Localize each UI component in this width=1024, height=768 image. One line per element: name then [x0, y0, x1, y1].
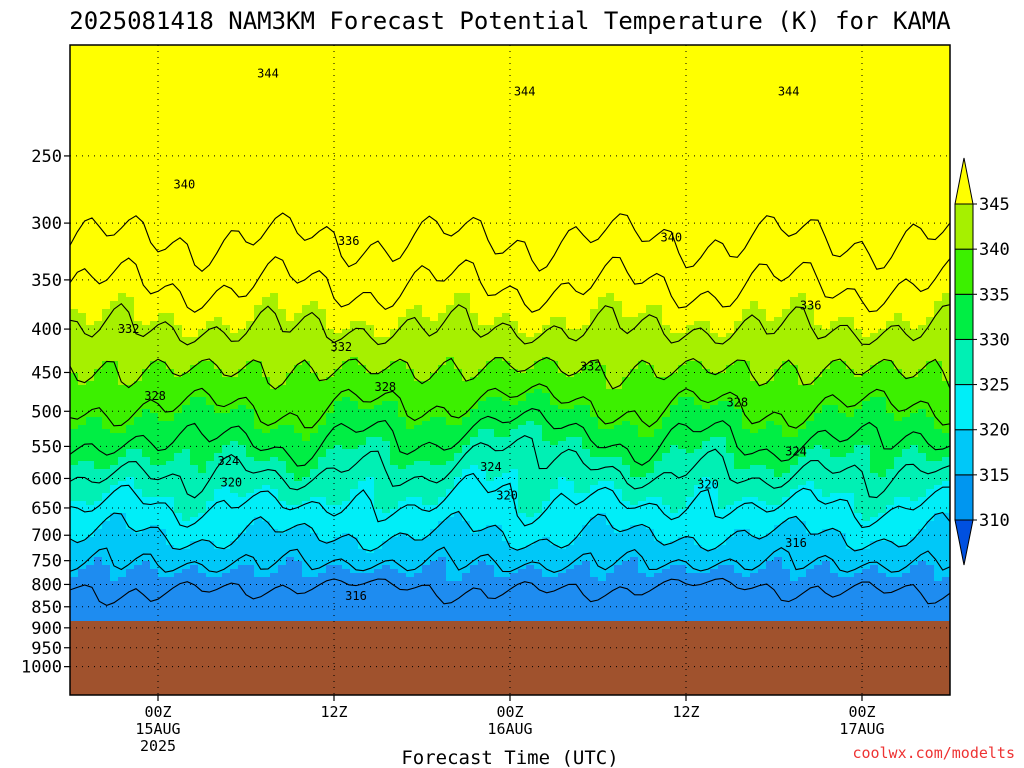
contour-label: 320 [220, 476, 242, 490]
contour-label: 320 [496, 488, 518, 502]
contour-label: 344 [514, 85, 536, 99]
contour-label: 344 [257, 67, 279, 81]
contour-line [70, 577, 950, 607]
x-tick-label: 00Z [848, 703, 875, 721]
y-tick-label: 900 [31, 619, 62, 639]
y-axis: 2503003504004505005506006507007508008509… [21, 147, 70, 678]
colorbar-label: 310 [979, 511, 1010, 531]
y-tick-label: 400 [31, 320, 62, 340]
colorbar-label: 320 [979, 421, 1010, 441]
x-tick-label: 2025 [140, 737, 176, 755]
contour-line [70, 302, 950, 346]
colorbar-segment [954, 203, 974, 250]
contour-line [70, 383, 950, 429]
x-tick-label: 00Z [144, 703, 171, 721]
credit-label: coolwx.com/modelts [852, 744, 1015, 762]
contour-label: 324 [480, 460, 502, 474]
contour-label: 340 [174, 177, 196, 191]
y-tick-label: 950 [31, 639, 62, 659]
colorbar-label: 325 [979, 376, 1010, 396]
colorbar-segment [954, 293, 974, 340]
contour-label: 316 [785, 536, 807, 550]
colorbar-bottom-arrow [954, 519, 974, 566]
contour-label: 328 [726, 395, 748, 409]
grid-lines [70, 45, 950, 695]
contour-line [70, 408, 950, 467]
y-tick-label: 550 [31, 437, 62, 457]
x-axis-label: Forecast Time (UTC) [401, 747, 618, 768]
x-tick-label: 17AUG [839, 720, 884, 738]
y-tick-label: 450 [31, 363, 62, 383]
y-tick-label: 350 [31, 271, 62, 291]
contour-label: 324 [785, 445, 807, 459]
contour-label: 324 [218, 454, 240, 468]
y-tick-label: 500 [31, 402, 62, 422]
y-tick-label: 750 [31, 552, 62, 572]
contour-line [70, 212, 950, 273]
y-tick-label: 300 [31, 214, 62, 234]
x-tick-label: 12Z [320, 703, 347, 721]
colorbar-segment [954, 248, 974, 295]
colorbar-segment [954, 474, 974, 521]
colorbar-segment [954, 384, 974, 431]
y-tick-label: 1000 [21, 658, 62, 678]
contour-label: 316 [345, 589, 367, 603]
colorbar-label: 335 [979, 285, 1010, 305]
colorbar-legend: 310 315 320 325 330 335 340 345 [954, 157, 1010, 566]
contour-label: 336 [338, 234, 360, 248]
contour-line [70, 546, 950, 573]
contour-label: 332 [580, 360, 602, 374]
contour-line [70, 356, 950, 390]
contour-label: 332 [118, 322, 140, 336]
colorbar-label: 345 [979, 195, 1010, 215]
y-tick-label: 850 [31, 598, 62, 618]
y-tick-label: 800 [31, 575, 62, 595]
contour-label: 332 [330, 340, 352, 354]
chart-title: 2025081418 NAM3KM Forecast Potential Tem… [69, 7, 951, 35]
x-tick-label: 15AUG [135, 720, 180, 738]
colorbar-segment [954, 338, 974, 386]
contour-label: 336 [800, 298, 822, 312]
contour-label: 328 [144, 389, 166, 403]
contour-label: 340 [660, 231, 682, 245]
x-tick-label: 12Z [672, 703, 699, 721]
contour-label: 344 [778, 85, 800, 99]
colorbar-label: 330 [979, 330, 1010, 350]
theta-contour-lines [70, 212, 950, 607]
colorbar-label: 340 [979, 240, 1010, 260]
colorbar-label: 315 [979, 466, 1010, 486]
contour-line [70, 510, 950, 552]
contour-labels: 344 344 344 340 340 336 336 332 332 332 328 328 328 3… [118, 67, 822, 603]
x-tick-label: 16AUG [487, 720, 532, 738]
contour-label: 320 [697, 478, 719, 492]
y-tick-label: 700 [31, 526, 62, 546]
colorbar-segment [954, 429, 974, 476]
theta-filled-contours [70, 45, 950, 695]
y-tick-label: 650 [31, 499, 62, 519]
colorbar-top-arrow [954, 157, 974, 205]
contour-label: 328 [374, 380, 396, 394]
y-tick-label: 600 [31, 469, 62, 489]
y-tick-label: 250 [31, 147, 62, 167]
contour-line [70, 434, 950, 499]
x-tick-label: 00Z [496, 703, 523, 721]
